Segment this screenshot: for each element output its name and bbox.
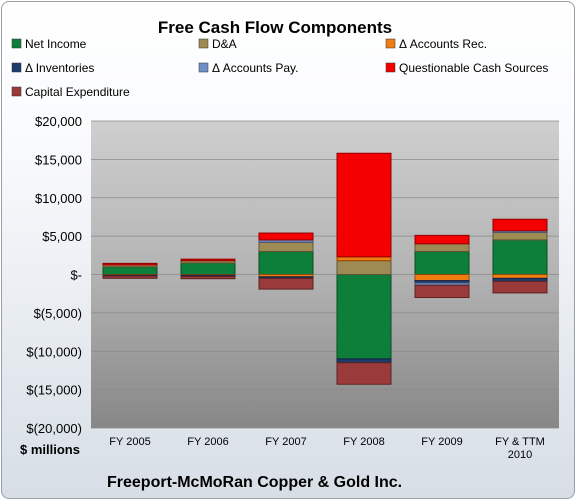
chart-title: Free Cash Flow Components: [158, 18, 392, 37]
bar-segment-inventories: [336, 358, 392, 364]
bar-segment-questionable-cash-sources: [336, 152, 392, 258]
bar-segment-questionable-cash-sources: [492, 218, 548, 232]
y-tick-label: $(5,000): [34, 306, 82, 321]
legend-swatch-accounts-rec: [385, 38, 396, 49]
y-tick-label: $(20,000): [26, 421, 82, 436]
x-axis: FY 2005 FY 2006 FY 2007 FY 2008 FY 2009 FY & …: [109, 436, 545, 461]
legend-label-d-a: D&A: [212, 37, 237, 51]
bar-segment-capital-expenditure: [336, 362, 392, 385]
bar-segment-capital-expenditure: [492, 280, 548, 294]
legend-swatch-inventories: [11, 62, 22, 73]
bar-segment-d-a: [492, 231, 548, 241]
legend: Net Income D&A Δ Accounts Rec. Δ Inventorie…: [11, 37, 548, 99]
bar-segment-capital-expenditure: [180, 275, 236, 280]
y-tick-label: $5,000: [42, 229, 82, 244]
bar-segment-net-income: [414, 250, 470, 276]
legend-label-net-income: Net Income: [25, 37, 87, 51]
bar-segment-questionable-cash-sources: [414, 234, 470, 245]
x-tick-label: FY 2007: [265, 436, 306, 448]
bar-segment-questionable-cash-sources: [102, 262, 158, 266]
y-tick-label: $15,000: [35, 152, 82, 167]
legend-swatch-capital-expenditure: [11, 86, 22, 97]
legend-label-capital-expenditure: Capital Expenditure: [25, 85, 130, 99]
y-tick-label: $(15,000): [26, 383, 82, 398]
y-tick-label: $20,000: [35, 114, 82, 129]
y-tick-label: $(10,000): [26, 344, 82, 359]
y-tick-label: $-: [70, 268, 82, 283]
bar-segment-d-a: [336, 260, 392, 275]
legend-swatch-accounts-pay: [198, 62, 209, 73]
bar-segment-capital-expenditure: [102, 275, 158, 279]
legend-swatch-d-a: [198, 38, 209, 49]
legend-label-accounts-pay: Δ Accounts Pay.: [212, 61, 299, 75]
legend-label-inventories: Δ Inventories: [25, 61, 94, 75]
bar-segment-capital-expenditure: [258, 277, 314, 290]
company-footer: Freeport-McMoRan Copper & Gold Inc.: [107, 474, 402, 491]
legend-swatch-questionable-cash-sources: [385, 62, 396, 73]
bar-segment-net-income: [258, 250, 314, 276]
bar-segment-net-income: [492, 239, 548, 275]
y-axis-unit-label: $ millions: [20, 442, 80, 457]
bar-segment-net-income: [180, 262, 236, 275]
bar-segment-questionable-cash-sources: [258, 232, 314, 241]
y-tick-label: $10,000: [35, 191, 82, 206]
bar-segment-accounts-rec: [414, 274, 470, 282]
gridlines: [91, 120, 559, 429]
bar-segment-capital-expenditure: [414, 284, 470, 299]
bar-segment-accounts-rec: [492, 274, 548, 279]
bar-segment-d-a: [414, 243, 470, 252]
legend-label-questionable-cash-sources: Questionable Cash Sources: [399, 61, 548, 75]
x-tick-label: FY 2006: [187, 436, 228, 448]
bar-segment-net-income: [336, 274, 392, 360]
bar-segment-accounts-rec: [336, 256, 392, 262]
legend-label-accounts-rec: Δ Accounts Rec.: [399, 37, 487, 51]
bar-segment-net-income: [102, 266, 158, 276]
x-tick-label: FY 2005: [109, 436, 150, 448]
x-tick-label: FY & TTM 2010: [495, 436, 545, 461]
bar-segment-d-a: [258, 241, 314, 252]
legend-swatch-net-income: [11, 38, 22, 49]
x-tick-label: FY 2008: [343, 436, 384, 448]
y-axis: $20,000 $15,000 $10,000 $5,000 $- $(5,000) $(1…: [26, 114, 82, 436]
x-tick-label: FY 2009: [421, 436, 462, 448]
bars: [102, 152, 548, 385]
bar-segment-questionable-cash-sources: [180, 258, 236, 262]
